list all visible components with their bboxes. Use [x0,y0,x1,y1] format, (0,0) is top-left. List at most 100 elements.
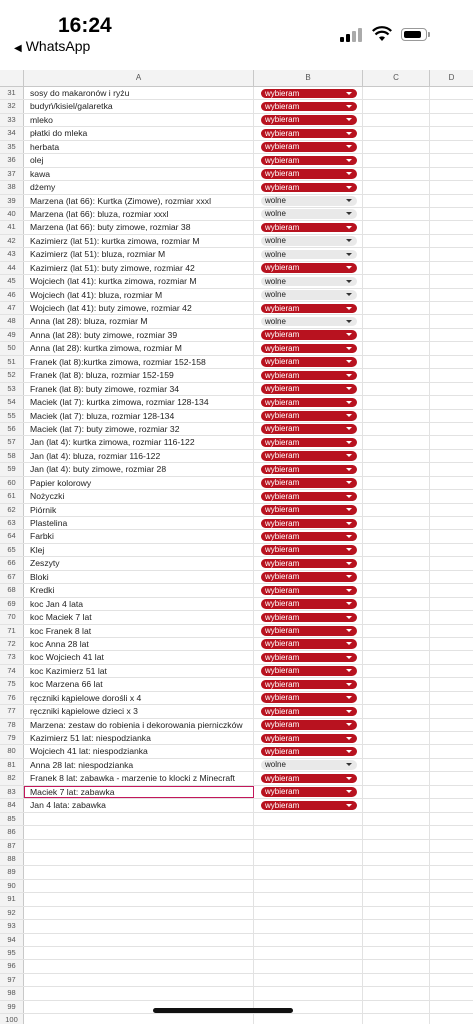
row-number[interactable]: 32 [0,100,24,113]
cell-d[interactable] [430,208,473,220]
cell-b[interactable] [254,933,363,946]
status-dropdown[interactable]: wolne [261,209,357,219]
cell-c[interactable] [363,611,430,624]
cell-c[interactable] [363,637,430,651]
cell-b[interactable]: wolne [254,248,363,261]
cell-d[interactable] [430,611,473,623]
status-dropdown[interactable]: wolne [261,316,357,327]
row-number[interactable]: 87 [0,839,24,852]
cell-b[interactable]: wybieram [254,530,363,543]
cell-d[interactable] [430,181,473,193]
cell-c[interactable] [363,449,430,463]
cell-a[interactable]: koc Franek 8 lat [24,624,254,637]
cell-a[interactable]: koc Kazimierz 51 lat [24,664,254,678]
cell-d[interactable] [430,920,473,932]
row-number[interactable]: 77 [0,705,24,718]
cell-c[interactable] [363,422,430,436]
status-dropdown[interactable]: wybieram [261,666,357,676]
cell-b[interactable]: wybieram [254,409,363,422]
status-dropdown[interactable]: wybieram [261,599,357,609]
cell-d[interactable] [430,530,473,542]
cell-d[interactable] [430,356,473,368]
cell-d[interactable] [430,450,473,462]
cell-d[interactable] [430,477,473,489]
cell-a[interactable]: Marzena (lat 66): Kurtka (Zimowe), rozmi… [24,194,254,207]
cell-a[interactable]: Anna (lat 28): kurtka zimowa, rozmiar M [24,342,254,355]
cell-c[interactable] [363,342,430,355]
row-number[interactable]: 47 [0,302,24,315]
cell-c[interactable] [363,584,430,597]
row-number[interactable]: 88 [0,852,24,866]
row-number[interactable]: 92 [0,906,24,920]
cell-a[interactable]: Plastelina [24,517,254,530]
cell-b[interactable]: wolne [254,758,363,772]
cell-d[interactable] [430,987,473,999]
cell-c[interactable] [363,140,430,154]
cell-b[interactable]: wybieram [254,221,363,234]
cell-b[interactable]: wybieram [254,369,363,382]
cell-c[interactable] [363,181,430,194]
row-number[interactable]: 84 [0,799,24,812]
status-dropdown[interactable]: wybieram [261,733,357,743]
row-number[interactable]: 74 [0,664,24,678]
row-number[interactable]: 82 [0,772,24,785]
cell-b[interactable]: wybieram [254,100,363,113]
cell-a[interactable] [24,1014,254,1024]
cell-b[interactable]: wybieram [254,611,363,624]
row-number[interactable]: 56 [0,422,24,436]
cell-d[interactable] [430,168,473,180]
cell-c[interactable] [363,275,430,288]
cell-a[interactable]: Anna 28 lat: niespodzianka [24,758,254,772]
cell-c[interactable] [363,812,430,826]
cell-a[interactable] [24,960,254,973]
cell-b[interactable]: wolne [254,288,363,301]
cell-a[interactable]: Maciek (lat 7): buty zimowe, rozmiar 32 [24,422,254,436]
cell-d[interactable] [430,826,473,838]
cell-b[interactable]: wybieram [254,772,363,785]
row-number[interactable]: 94 [0,933,24,946]
status-dropdown[interactable]: wolne [261,276,357,287]
status-dropdown[interactable]: wybieram [261,478,357,488]
cell-d[interactable] [430,651,473,663]
cell-c[interactable] [363,248,430,261]
cell-d[interactable] [430,342,473,354]
status-dropdown[interactable]: wolne [261,760,357,770]
row-number[interactable]: 90 [0,879,24,893]
cell-a[interactable]: sosy do makaronów i ryżu [24,87,254,100]
cell-a[interactable]: Wojciech (lat 41): kurtka zimowa, rozmia… [24,275,254,288]
cell-a[interactable]: Jan (lat 4): buty zimowe, rozmiar 28 [24,463,254,476]
cell-d[interactable] [430,665,473,677]
cell-c[interactable] [363,463,430,476]
status-dropdown[interactable]: wybieram [261,142,357,152]
cell-c[interactable] [363,758,430,772]
status-dropdown[interactable]: wybieram [261,518,357,528]
cell-a[interactable]: ręczniki kąpielowe dzieci x 3 [24,705,254,718]
cell-c[interactable] [363,960,430,973]
cell-c[interactable] [363,194,430,207]
cell-b[interactable]: wybieram [254,570,363,584]
cell-c[interactable] [363,1014,430,1024]
status-dropdown[interactable]: wybieram [261,679,357,690]
status-dropdown[interactable]: wybieram [261,343,357,354]
cell-a[interactable]: Jan (lat 4): kurtka zimowa, rozmiar 116-… [24,436,254,449]
cell-a[interactable]: Jan 4 lata: zabawka [24,799,254,812]
row-number[interactable]: 49 [0,328,24,342]
cell-a[interactable]: ręczniki kąpielowe dorośli x 4 [24,691,254,705]
cell-a[interactable]: Franek (lat 8):kurtka zimowa, rozmiar 15… [24,355,254,369]
corner-cell[interactable] [0,70,24,86]
row-number[interactable]: 70 [0,611,24,624]
cell-c[interactable] [363,597,430,611]
row-number[interactable]: 60 [0,476,24,490]
status-dropdown[interactable]: wybieram [261,263,357,273]
status-dropdown[interactable]: wybieram [261,773,357,784]
cell-c[interactable] [363,409,430,422]
cell-c[interactable] [363,543,430,557]
cell-c[interactable] [363,973,430,987]
status-dropdown[interactable]: wybieram [261,464,357,475]
cell-b[interactable] [254,987,363,1000]
cell-a[interactable]: Nożyczki [24,490,254,503]
row-number[interactable]: 34 [0,127,24,140]
row-number[interactable]: 61 [0,490,24,503]
cell-c[interactable] [363,772,430,785]
row-number[interactable]: 33 [0,113,24,127]
